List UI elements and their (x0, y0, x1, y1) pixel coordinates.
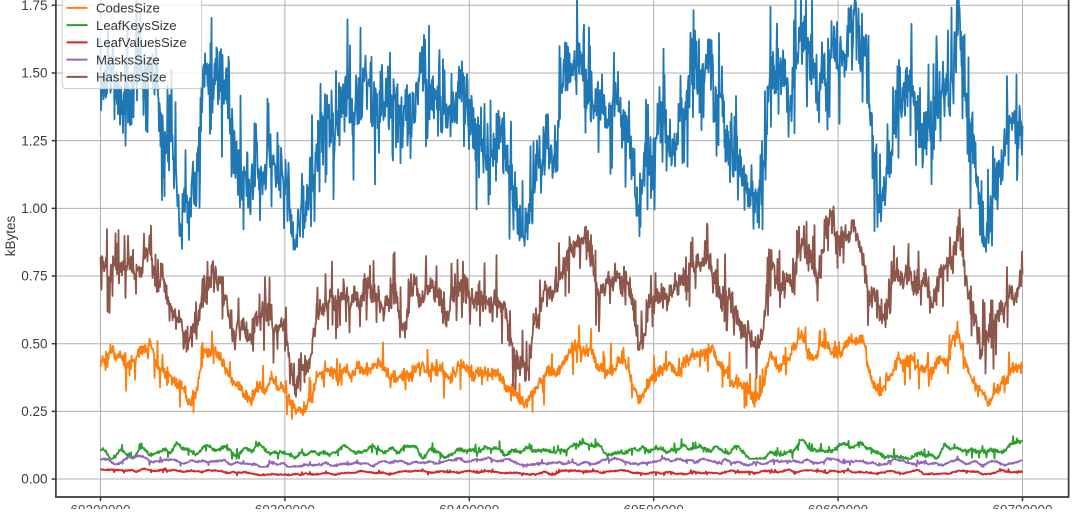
svg-text:0.00: 0.00 (21, 472, 47, 487)
svg-text:69600000: 69600000 (808, 503, 868, 510)
svg-text:1.75: 1.75 (21, 0, 47, 13)
svg-text:1.50: 1.50 (21, 66, 47, 81)
svg-text:0.75: 0.75 (21, 269, 47, 284)
svg-text:0.25: 0.25 (21, 404, 47, 419)
svg-text:CodesSize: CodesSize (96, 1, 160, 16)
svg-text:LeafKeysSize: LeafKeysSize (96, 18, 177, 33)
svg-text:LeafValuesSize: LeafValuesSize (96, 35, 187, 50)
svg-text:1.25: 1.25 (21, 133, 47, 148)
svg-text:MasksSize: MasksSize (96, 52, 160, 67)
svg-text:kBytes: kBytes (3, 215, 18, 256)
svg-text:69300000: 69300000 (255, 503, 315, 510)
svg-text:0.50: 0.50 (21, 336, 47, 351)
svg-text:69500000: 69500000 (624, 503, 684, 510)
svg-text:69700000: 69700000 (992, 503, 1052, 510)
svg-text:69400000: 69400000 (439, 503, 499, 510)
svg-text:1.00: 1.00 (21, 201, 47, 216)
svg-text:69200000: 69200000 (70, 503, 130, 510)
svg-text:HashesSize: HashesSize (96, 70, 166, 85)
